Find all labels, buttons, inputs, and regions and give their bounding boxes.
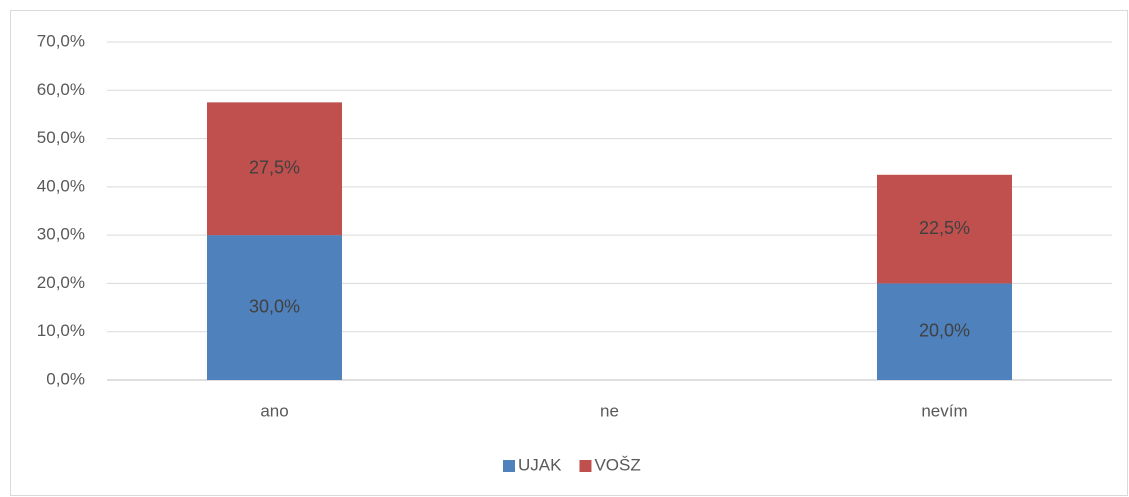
legend-swatch: [579, 460, 592, 472]
legend-label: UJAK: [518, 455, 562, 474]
data-label: 22,5%: [919, 218, 970, 238]
data-label: 27,5%: [249, 158, 300, 178]
y-tick-label: 0,0%: [46, 369, 85, 388]
legend-label: VOŠZ: [594, 455, 640, 474]
y-tick-label: 70,0%: [37, 31, 85, 50]
bar-segment: [207, 235, 342, 380]
bar-segment: [207, 102, 342, 236]
y-tick-label: 20,0%: [37, 273, 85, 292]
bar-segment: [877, 283, 1012, 380]
x-tick-label: ano: [260, 401, 288, 420]
data-label: 20,0%: [919, 320, 970, 340]
x-tick-label: nevím: [921, 401, 967, 420]
legend-swatch: [503, 460, 515, 472]
y-tick-label: 40,0%: [37, 176, 85, 195]
y-tick-label: 30,0%: [37, 225, 85, 244]
data-label: 30,0%: [249, 296, 300, 316]
y-tick-label: 10,0%: [37, 321, 85, 340]
bar-segment: [877, 174, 1012, 284]
y-tick-label: 50,0%: [37, 128, 85, 147]
y-tick-label: 60,0%: [37, 80, 85, 99]
x-tick-label: ne: [600, 401, 619, 420]
